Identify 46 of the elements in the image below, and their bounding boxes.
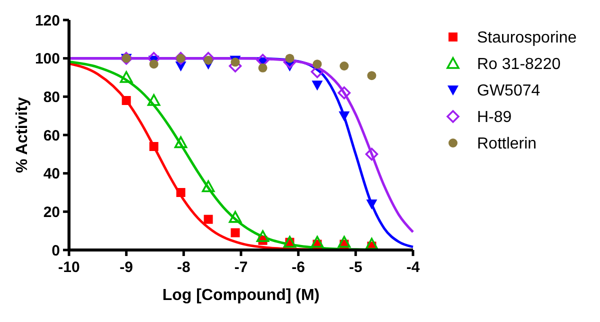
point	[310, 236, 324, 248]
y-tick-label: 80	[43, 88, 60, 106]
point	[176, 188, 186, 197]
y-tick-label: 120	[34, 12, 60, 30]
y-tick-label: 40	[43, 166, 60, 183]
x-axis-title: Log [Compound] (M)	[162, 287, 320, 304]
x-tick-label: -8	[176, 259, 190, 276]
point	[256, 230, 270, 242]
y-axis-title: % Activity	[14, 96, 31, 173]
point	[338, 111, 350, 122]
point	[312, 80, 323, 91]
point	[149, 142, 158, 151]
point	[285, 54, 294, 63]
point	[338, 236, 351, 248]
legend-label: GW5074	[477, 82, 540, 100]
point	[312, 60, 322, 69]
point	[228, 211, 242, 223]
x-tick-label: -9	[120, 259, 134, 276]
x-tick-label: -10	[58, 259, 80, 276]
y-tick-label: 60	[43, 127, 60, 144]
point	[147, 94, 160, 106]
x-tick-label: -4	[406, 259, 420, 276]
y-tick-label: 20	[43, 204, 60, 221]
point	[202, 180, 215, 192]
point	[120, 71, 133, 83]
point	[365, 148, 378, 161]
point	[367, 71, 376, 80]
x-tick-label: -6	[292, 259, 306, 276]
point	[174, 136, 188, 148]
point	[365, 238, 378, 250]
legend-label: H-89	[477, 109, 512, 126]
y-tick-label: 0	[52, 242, 60, 260]
point	[338, 86, 351, 100]
point	[258, 63, 268, 72]
x-tick-label: -7	[234, 259, 248, 276]
point	[366, 200, 378, 210]
point	[230, 228, 240, 238]
x-tick-label: -5	[348, 259, 362, 276]
point	[340, 62, 349, 70]
point	[204, 214, 213, 224]
legend-label: Staurosporine	[477, 30, 577, 47]
legend-label: Rottlerin	[477, 136, 537, 153]
y-tick-label: 100	[34, 50, 60, 68]
legend-label: Ro 31-8220	[477, 56, 561, 74]
point	[149, 60, 158, 69]
point	[122, 96, 131, 105]
